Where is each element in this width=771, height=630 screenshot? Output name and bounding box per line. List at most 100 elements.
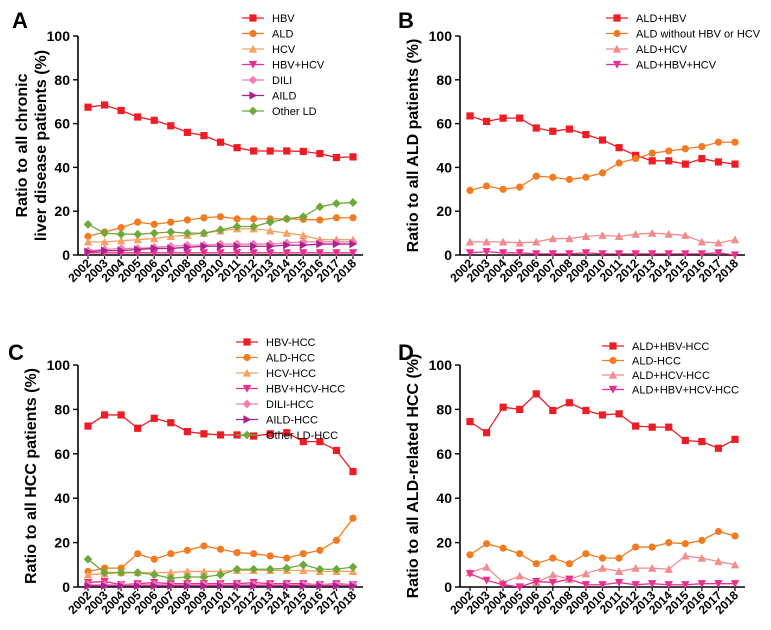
data-point-ald-hbv bbox=[549, 127, 557, 135]
data-point-ald-hbv-hcv bbox=[681, 250, 690, 259]
data-point-ald-hcc bbox=[598, 554, 607, 562]
data-point-ald-hbv-hcv-hcc bbox=[482, 576, 491, 585]
legend-marker bbox=[613, 14, 621, 22]
series-ald-hbv bbox=[466, 112, 739, 168]
data-point-other-ld-hcc bbox=[282, 563, 292, 573]
data-point-ald-hbv-hcc bbox=[681, 436, 689, 445]
data-point-ald-hcc bbox=[681, 540, 689, 548]
data-point-ald-hbv-hcv-hcc bbox=[548, 578, 558, 587]
data-point-ald-without-hbv-or-hcv bbox=[731, 138, 739, 146]
data-point-ald-hbv-hcv-hcc bbox=[581, 581, 591, 589]
data-point-hcv bbox=[299, 231, 308, 239]
series-ald-hbv-hcv bbox=[465, 248, 740, 260]
legend-marker bbox=[242, 430, 252, 440]
data-point-hbv-hcv bbox=[332, 249, 341, 258]
data-point-ald bbox=[216, 213, 225, 221]
data-point-ald-without-hbv-or-hcv bbox=[598, 169, 607, 177]
data-point-other-ld-hcc bbox=[83, 554, 93, 564]
data-point-ald-hbv-hcv-hcc bbox=[664, 581, 673, 589]
data-point-ald-hbv bbox=[516, 114, 524, 122]
data-point-ald-without-hbv-or-hcv bbox=[648, 149, 656, 157]
data-point-other-ld bbox=[282, 214, 292, 224]
data-point-hcv-hcc bbox=[199, 567, 209, 576]
data-point-other-ld bbox=[133, 229, 143, 239]
y-tick-label: 60 bbox=[54, 116, 70, 132]
data-point-aild bbox=[117, 246, 126, 255]
data-point-hcv-hcc bbox=[83, 570, 93, 579]
data-point-ald-hcv-hcc bbox=[515, 571, 524, 580]
data-point-other-ld-hcc bbox=[265, 564, 275, 574]
data-point-aild-hcc bbox=[349, 581, 358, 591]
data-point-other-ld-hcc bbox=[182, 572, 192, 582]
y-axis-label-line: Ratio to all HCC patients (%) bbox=[23, 368, 40, 584]
legend-marker bbox=[249, 29, 257, 38]
data-point-other-ld bbox=[249, 222, 259, 231]
data-point-hbv bbox=[283, 147, 291, 155]
data-point-ald-hbv bbox=[499, 114, 507, 122]
data-point-ald-without-hbv-or-hcv bbox=[681, 145, 689, 153]
y-axis-label: Ratio to all ALD patients (%) bbox=[405, 39, 422, 253]
data-point-ald-hbv bbox=[681, 160, 689, 168]
data-point-ald-hcc bbox=[167, 550, 175, 558]
data-point-ald-hbv-hcv bbox=[598, 250, 607, 259]
data-point-ald bbox=[233, 215, 241, 223]
legend-label: ALD bbox=[272, 29, 293, 41]
data-point-aild-hcc bbox=[183, 581, 192, 591]
data-point-ald-hcc bbox=[582, 550, 590, 558]
y-axis-label-line: Ratio to all chronic bbox=[14, 73, 31, 217]
data-point-ald-without-hbv-or-hcv bbox=[632, 155, 640, 163]
data-point-ald-without-hbv-or-hcv bbox=[499, 185, 507, 193]
legend-marker bbox=[242, 399, 252, 409]
data-point-hcv bbox=[100, 237, 109, 246]
data-point-other-ld bbox=[348, 198, 358, 207]
data-point-hbv bbox=[117, 106, 125, 115]
data-point-hbv bbox=[100, 101, 109, 109]
data-point-ald-hcv-hcc bbox=[482, 562, 491, 571]
data-point-ald-hbv-hcc bbox=[731, 435, 739, 443]
data-point-ald-hcv bbox=[548, 234, 558, 243]
data-point-ald-hbv bbox=[714, 158, 723, 166]
data-point-hbv-hcc bbox=[216, 431, 225, 439]
data-point-other-ld-hcc bbox=[249, 564, 259, 574]
data-point-ald-hcv bbox=[631, 229, 640, 238]
data-point-ald-hcc bbox=[532, 560, 540, 568]
data-point-ald-hcv bbox=[714, 238, 723, 247]
data-point-aild-hcc bbox=[299, 581, 308, 591]
data-point-hbv bbox=[316, 150, 324, 158]
data-point-hbv-hcv bbox=[348, 249, 358, 258]
data-point-ald-hcv-hcc bbox=[631, 563, 640, 572]
data-point-ald-without-hbv-or-hcv bbox=[466, 186, 474, 194]
data-point-hbv-hcc bbox=[183, 428, 191, 436]
panel-letter: C bbox=[8, 340, 24, 365]
legend-marker bbox=[609, 356, 617, 365]
data-point-hbv-hcv bbox=[249, 249, 258, 258]
data-point-ald-hcc bbox=[632, 543, 640, 551]
data-point-aild bbox=[100, 246, 109, 255]
data-point-ald-hbv-hcv-hcc bbox=[532, 577, 541, 586]
data-point-hbv-hcv bbox=[199, 249, 209, 258]
legend-label: HBV bbox=[272, 13, 295, 25]
legend-label: Other LD bbox=[272, 106, 317, 118]
data-point-hcv-hcc bbox=[166, 568, 176, 577]
data-point-ald-hbv-hcv bbox=[465, 249, 475, 258]
series-ald-hbv-hcc bbox=[466, 390, 739, 452]
data-point-ald-hbv-hcv bbox=[581, 249, 591, 258]
data-point-other-ld-hcc bbox=[232, 564, 242, 574]
data-point-ald-hbv-hcv-hcc bbox=[647, 580, 657, 588]
y-tick-label: 20 bbox=[436, 203, 452, 219]
data-point-ald-hbv-hcc bbox=[565, 399, 573, 407]
legend-marker bbox=[612, 60, 622, 69]
data-point-ald-hbv-hcc bbox=[698, 437, 706, 446]
data-point-ald-hcc bbox=[183, 546, 191, 554]
y-tick-label: 60 bbox=[436, 446, 452, 462]
legend-label: AILD bbox=[272, 91, 297, 103]
data-point-ald bbox=[183, 216, 191, 224]
data-point-ald-hcc bbox=[349, 514, 357, 522]
data-point-aild-hcc bbox=[117, 581, 126, 591]
data-point-other-ld bbox=[265, 217, 275, 227]
data-point-hbv-hcc bbox=[150, 414, 158, 422]
y-axis-label: Ratio to all HCC patients (%) bbox=[23, 368, 40, 584]
data-point-aild bbox=[84, 247, 93, 256]
data-point-ald-hcv-hcc bbox=[714, 557, 723, 566]
data-point-aild-hcc bbox=[84, 581, 93, 591]
